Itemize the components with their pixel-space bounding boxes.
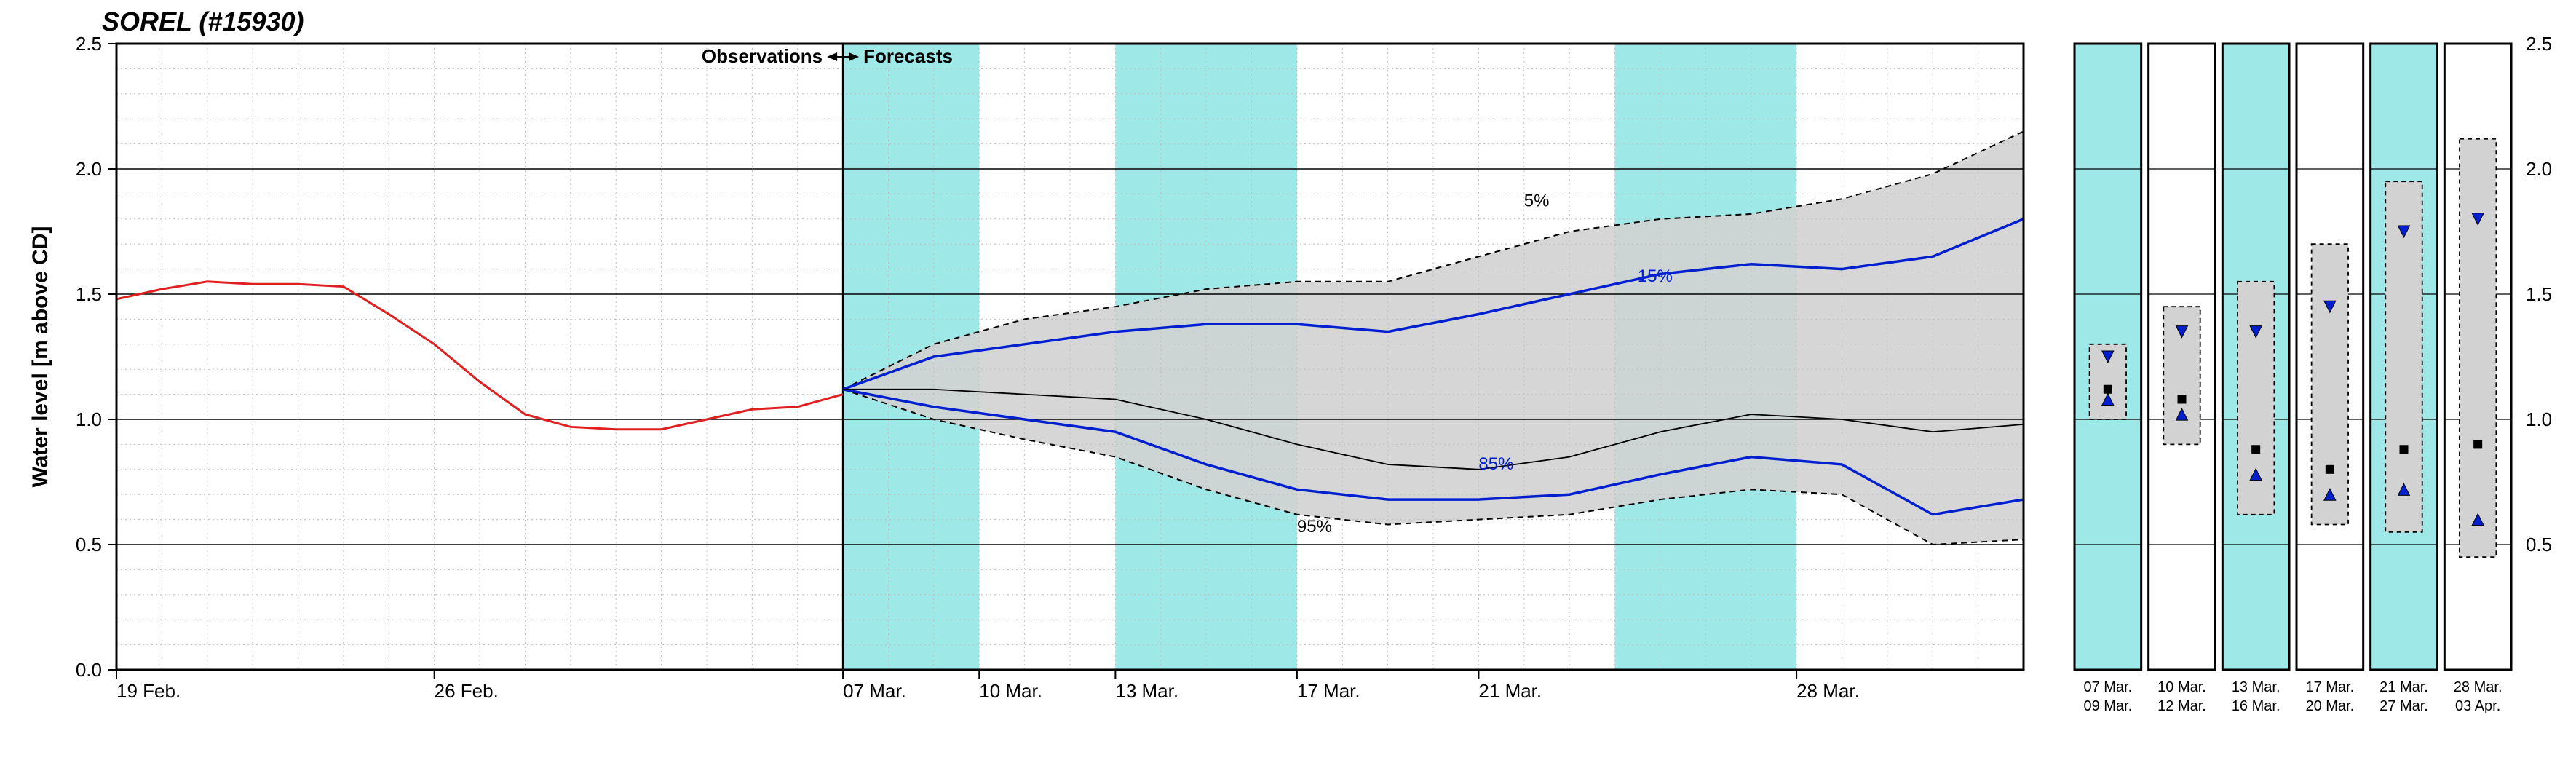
panel-label-top: 10 Mar.: [2157, 679, 2206, 695]
median-marker: [2326, 465, 2334, 474]
panel-label-bot: 12 Mar.: [2157, 698, 2206, 714]
legend-observations: Observations: [702, 45, 823, 67]
summary-panel: 28 Mar. 03 Apr.: [2444, 44, 2511, 714]
median-marker: [2178, 395, 2187, 403]
y-tick-label: 2.5: [76, 33, 102, 55]
x-tick-label: 17 Mar.: [1297, 680, 1360, 702]
panel-label-bot: 27 Mar.: [2379, 698, 2428, 714]
y-tick-label: 1.5: [76, 283, 102, 305]
panel-label-bot: 09 Mar.: [2083, 698, 2132, 714]
pct85-label: 85%: [1478, 454, 1513, 474]
panel-label-bot: 16 Mar.: [2232, 698, 2280, 714]
pct5-label: 5%: [1524, 191, 1550, 211]
panel-label-top: 13 Mar.: [2232, 679, 2280, 695]
x-tick-label: 21 Mar.: [1478, 680, 1542, 702]
x-tick-label: 13 Mar.: [1115, 680, 1178, 702]
y-tick-label-right: 2.5: [2526, 33, 2552, 55]
x-tick-label: 07 Mar.: [843, 680, 906, 702]
panel-label-top: 07 Mar.: [2083, 679, 2132, 695]
y-tick-label-right: 1.5: [2526, 283, 2552, 305]
panel-label-bot: 20 Mar.: [2305, 698, 2354, 714]
chart-title: SOREL (#15930): [102, 7, 304, 36]
forecast-chart: 5% 15% 85% 95% 0.0 0.5 1.0 1.5 2.0 2.5 Water level…: [0, 0, 2576, 771]
panel-label-top: 28 Mar.: [2454, 679, 2502, 695]
x-tick-label: 19 Feb.: [116, 680, 181, 702]
summary-panel: 13 Mar. 16 Mar.: [2222, 44, 2289, 714]
y-tick-label-right: 2.0: [2526, 158, 2552, 180]
y-tick-label: 1.0: [76, 408, 102, 430]
summary-panel: 07 Mar. 09 Mar.: [2074, 44, 2141, 714]
legend-forecasts: Forecasts: [863, 45, 953, 67]
median-marker: [2251, 445, 2260, 454]
panel-label-top: 17 Mar.: [2305, 679, 2354, 695]
panel-label-bot: 03 Apr.: [2455, 698, 2500, 714]
median-marker: [2104, 385, 2112, 394]
x-tick-label: 26 Feb.: [435, 680, 499, 702]
x-tick-label: 10 Mar.: [979, 680, 1042, 702]
y-tick-label-right: 0.5: [2526, 534, 2552, 555]
x-tick-label: 28 Mar.: [1796, 680, 1860, 702]
panel-label-top: 21 Mar.: [2379, 679, 2428, 695]
median-marker: [2473, 440, 2482, 448]
summary-panel: 10 Mar. 12 Mar.: [2149, 44, 2216, 714]
summary-panel: 21 Mar. 27 Mar.: [2371, 44, 2438, 714]
y-tick-label: 2.0: [76, 158, 102, 180]
y-axis-label: Water level [m above CD]: [28, 226, 52, 488]
y-tick-label-right: 1.0: [2526, 408, 2552, 430]
summary-panel: 17 Mar. 20 Mar.: [2296, 44, 2363, 714]
y-tick-label: 0.5: [76, 534, 102, 555]
pct95-label: 95%: [1297, 517, 1332, 537]
pct15-label: 15%: [1638, 266, 1673, 286]
median-marker: [2400, 445, 2409, 454]
y-tick-label: 0.0: [76, 659, 102, 681]
